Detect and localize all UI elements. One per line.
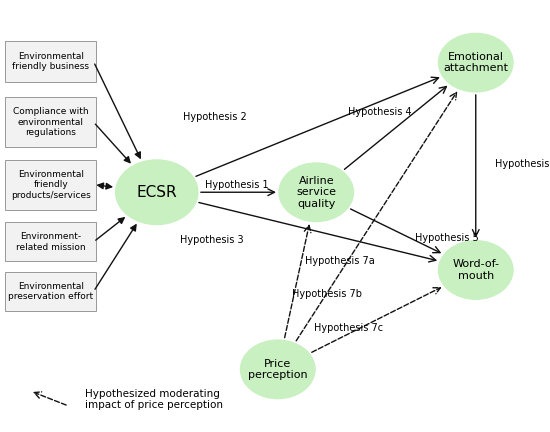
Text: Hypothesis 7b: Hypothesis 7b <box>292 289 361 299</box>
Text: Airline
service
quality: Airline service quality <box>296 176 336 209</box>
Text: Environmental
preservation effort: Environmental preservation effort <box>8 282 94 301</box>
Circle shape <box>438 241 513 299</box>
Text: Environmental
friendly business: Environmental friendly business <box>12 52 89 71</box>
Text: Price
perception: Price perception <box>248 359 307 380</box>
Circle shape <box>279 163 354 222</box>
Text: Environment-
related mission: Environment- related mission <box>16 232 86 251</box>
FancyBboxPatch shape <box>6 41 96 82</box>
FancyBboxPatch shape <box>6 222 96 261</box>
Text: Hypothesis 3: Hypothesis 3 <box>180 235 244 245</box>
Text: Word-of-
mouth: Word-of- mouth <box>452 259 499 281</box>
Text: Hypothesis 1: Hypothesis 1 <box>205 180 268 190</box>
Text: Hypothesis 7a: Hypothesis 7a <box>305 256 375 267</box>
FancyBboxPatch shape <box>6 97 96 147</box>
Text: Compliance with
environmental
regulations: Compliance with environmental regulation… <box>13 107 89 137</box>
FancyBboxPatch shape <box>6 272 96 311</box>
FancyBboxPatch shape <box>6 160 96 210</box>
Text: Hypothesis 4: Hypothesis 4 <box>348 107 411 118</box>
Text: Environmental
friendly
products/services: Environmental friendly products/services <box>11 170 91 200</box>
Text: Hypothesis 2: Hypothesis 2 <box>183 111 246 122</box>
Text: Emotional
attachment: Emotional attachment <box>443 52 508 73</box>
Text: Hypothesis 7c: Hypothesis 7c <box>314 323 383 334</box>
Text: ECSR: ECSR <box>136 185 177 200</box>
Text: Hypothesized moderating
impact of price perception: Hypothesized moderating impact of price … <box>85 389 223 410</box>
Circle shape <box>240 340 315 399</box>
Circle shape <box>116 160 198 225</box>
Text: Hypothesis 5: Hypothesis 5 <box>415 233 479 244</box>
Text: Hypothesis 6: Hypothesis 6 <box>495 159 550 169</box>
Circle shape <box>438 33 513 92</box>
